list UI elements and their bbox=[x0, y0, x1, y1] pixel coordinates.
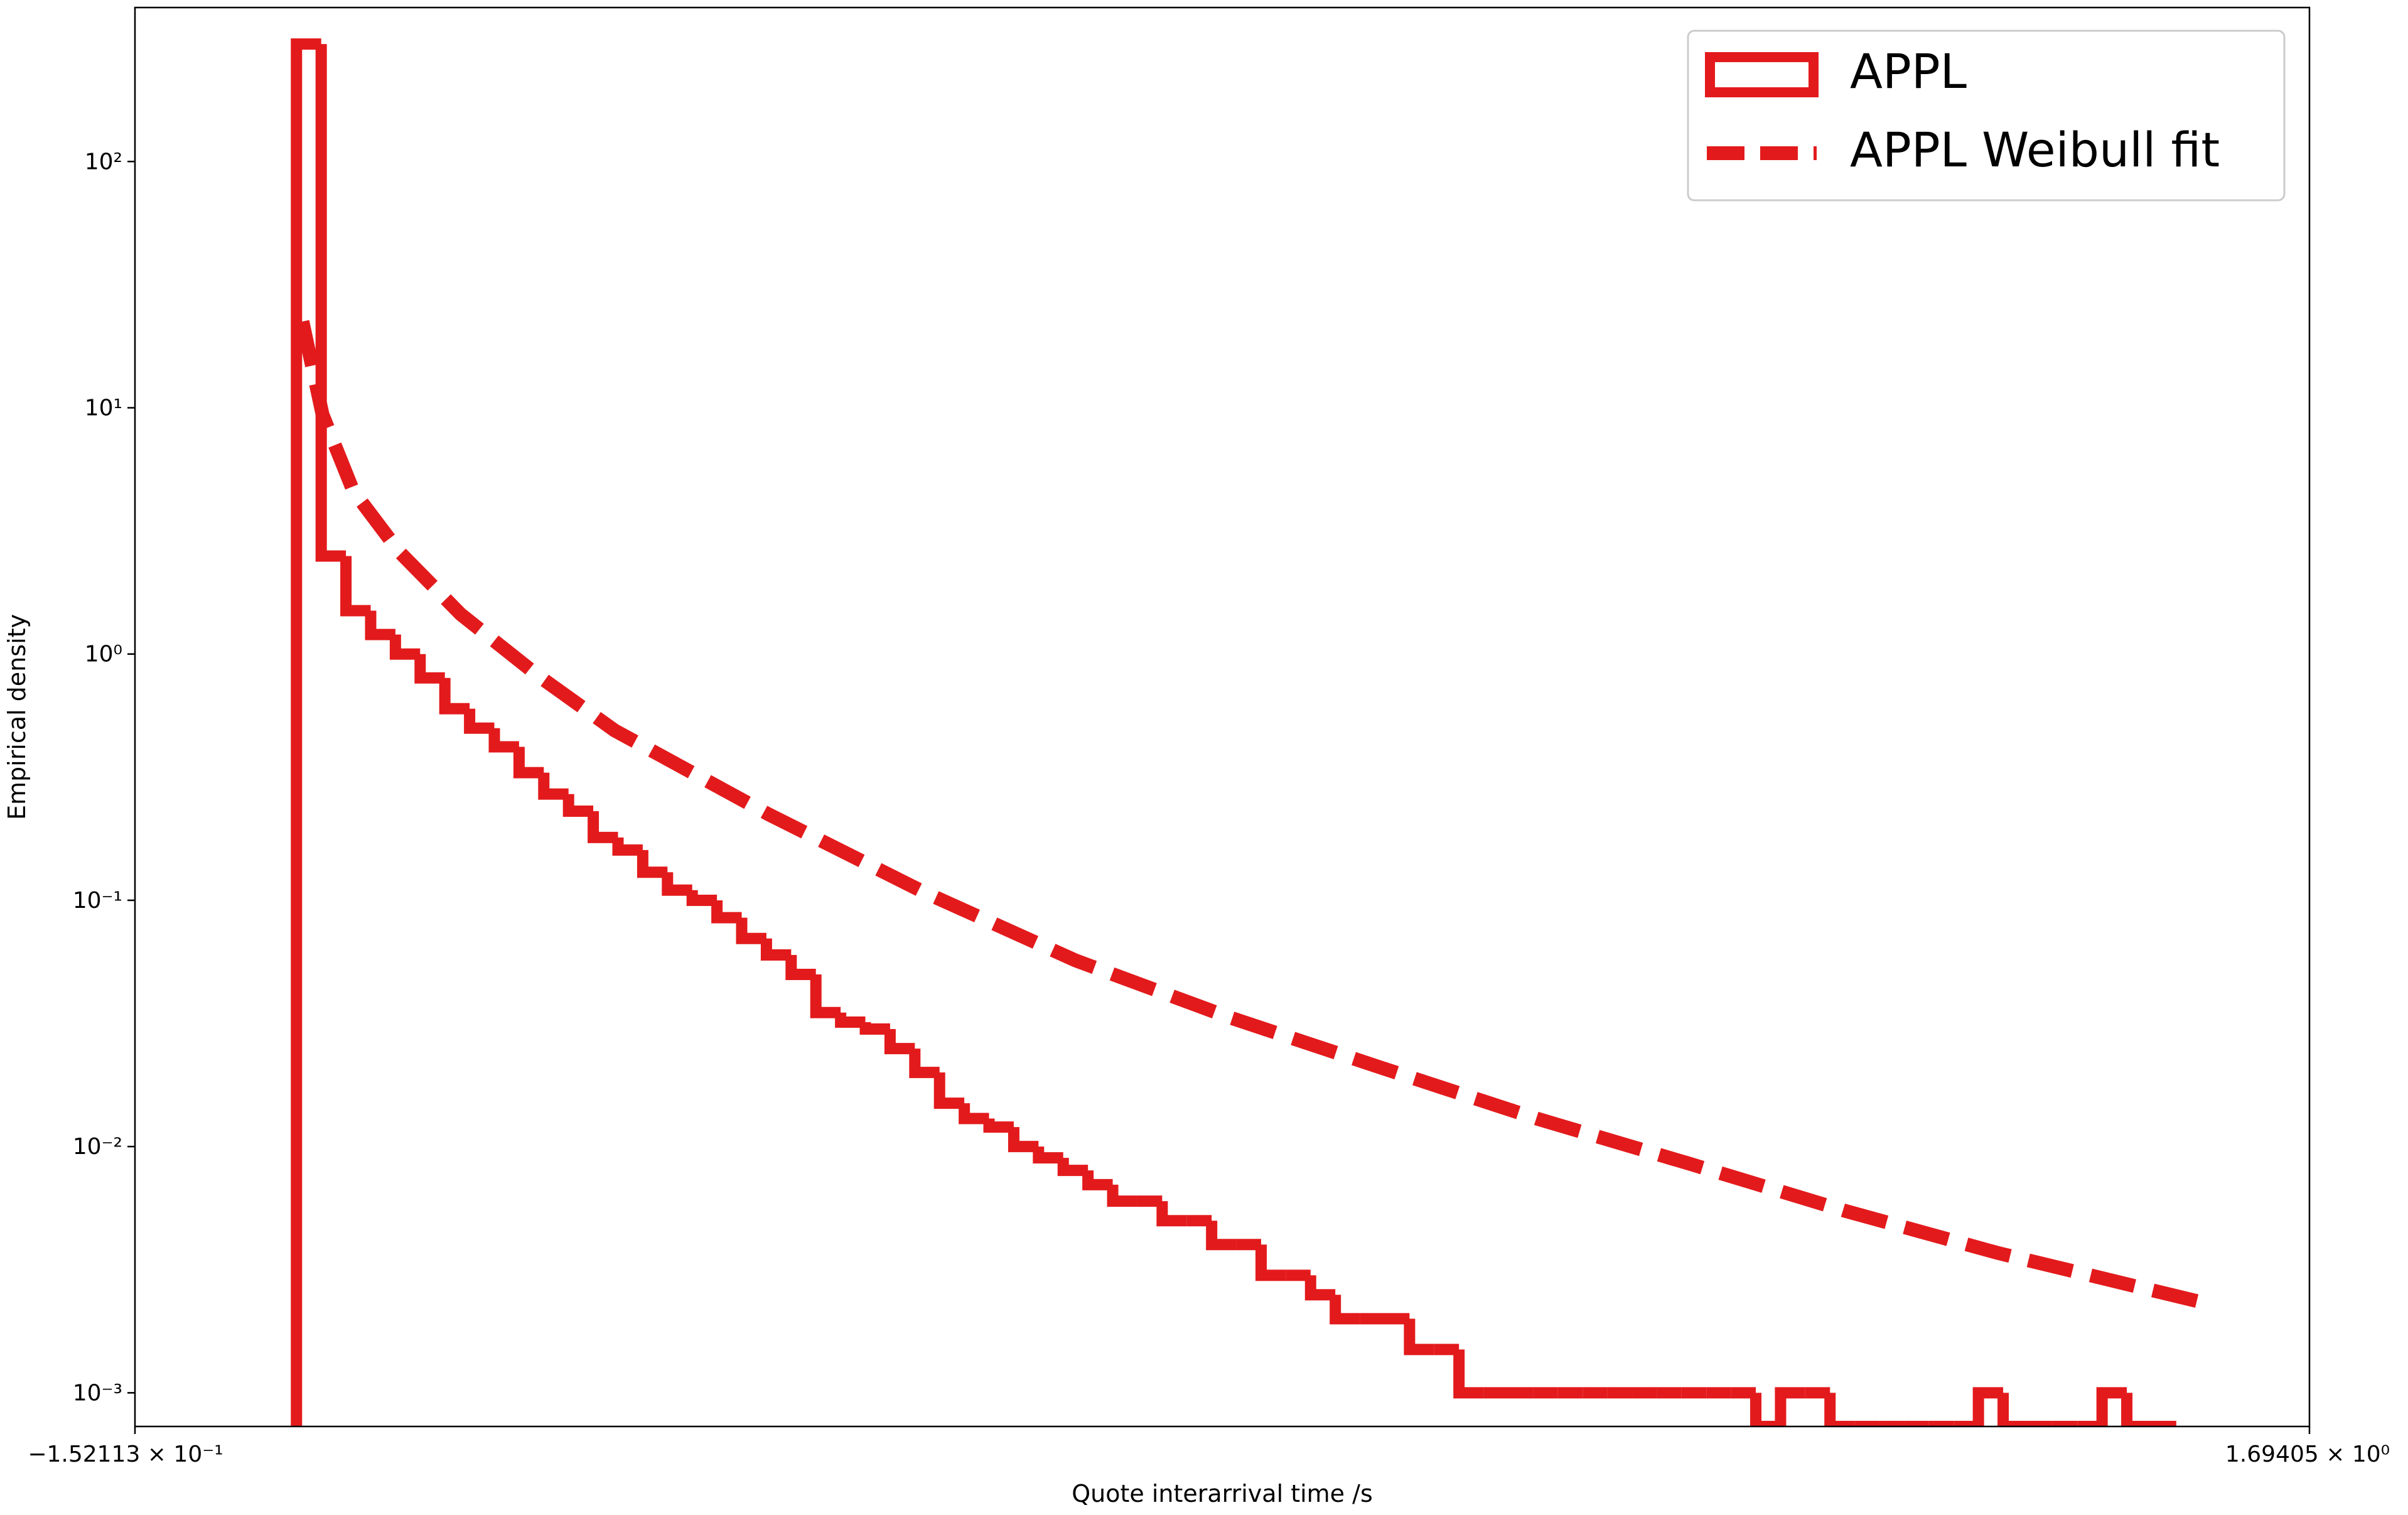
histogram-step bbox=[637, 849, 668, 878]
histogram-step bbox=[414, 654, 445, 684]
histogram-step bbox=[464, 708, 495, 734]
histogram-step bbox=[291, 38, 321, 1426]
histogram-step bbox=[1033, 1146, 1063, 1164]
x-axis-label: Quote interarrival time /s bbox=[1072, 1480, 1373, 1507]
histogram-step bbox=[711, 900, 742, 924]
histogram-step bbox=[2121, 1393, 2152, 1426]
y-tick-label: 10¹ bbox=[85, 395, 122, 421]
histogram-step bbox=[2096, 1387, 2127, 1426]
histogram-step bbox=[1404, 1318, 1434, 1356]
x-tick-label: 1.69405 × 10⁰ bbox=[2225, 1442, 2390, 1467]
histogram-step bbox=[835, 1012, 866, 1028]
histogram-step bbox=[983, 1118, 1014, 1133]
histogram-step bbox=[736, 917, 766, 944]
histogram-step bbox=[1972, 1387, 2004, 1426]
histogram-step bbox=[315, 44, 347, 562]
histogram-step bbox=[1330, 1295, 1360, 1325]
legend-label: APPL bbox=[1850, 43, 1967, 99]
plot-frame bbox=[134, 6, 2311, 1428]
y-tick-label: 10⁻³ bbox=[73, 1380, 122, 1406]
histogram-step bbox=[959, 1103, 989, 1124]
histogram-step bbox=[588, 811, 618, 843]
histogram-step bbox=[1107, 1184, 1137, 1207]
histogram-step bbox=[1453, 1349, 1484, 1399]
histogram-step bbox=[439, 677, 470, 714]
histogram-step bbox=[538, 772, 569, 800]
histogram-step bbox=[488, 728, 519, 753]
histogram-step bbox=[1206, 1221, 1237, 1251]
histogram-step bbox=[513, 747, 544, 779]
y-axis-label: Empirical density bbox=[3, 614, 31, 820]
histogram-step bbox=[1255, 1244, 1286, 1281]
histogram-step bbox=[340, 556, 371, 617]
histogram-step bbox=[1304, 1275, 1336, 1301]
histogram-step bbox=[1082, 1170, 1113, 1190]
histogram-step bbox=[365, 610, 395, 640]
fit-line bbox=[296, 320, 2210, 1311]
x-tick-label: −1.52113 × 10⁻¹ bbox=[28, 1442, 223, 1467]
plot-area bbox=[291, 38, 2210, 1426]
histogram-step bbox=[810, 974, 841, 1018]
histogram-step bbox=[884, 1029, 915, 1055]
y-tick-label: 10⁰ bbox=[85, 642, 122, 667]
histogram-step bbox=[760, 938, 792, 961]
histogram-step bbox=[933, 1072, 965, 1109]
y-tick-label: 10⁻² bbox=[73, 1134, 122, 1160]
legend-label: APPL Weibull fit bbox=[1850, 122, 2220, 178]
histogram-step bbox=[1775, 1387, 1805, 1426]
histogram-step bbox=[1750, 1393, 1781, 1426]
histogram-step bbox=[1057, 1158, 1088, 1177]
legend-swatch bbox=[1705, 52, 1819, 97]
y-tick-label: 10⁻¹ bbox=[73, 888, 122, 914]
histogram-step bbox=[785, 954, 816, 981]
legend-box bbox=[1687, 30, 2286, 202]
histogram-step bbox=[612, 837, 643, 856]
histogram-step bbox=[909, 1049, 940, 1079]
histogram-step bbox=[686, 890, 718, 906]
histogram-step bbox=[562, 794, 594, 817]
histogram-step bbox=[662, 872, 692, 896]
histogram-step bbox=[859, 1022, 890, 1035]
histogram-step bbox=[389, 634, 421, 660]
histogram-step bbox=[1824, 1393, 1855, 1426]
histogram-step bbox=[1997, 1393, 2028, 1426]
y-tick-label: 10² bbox=[85, 149, 122, 175]
histogram-step bbox=[1008, 1127, 1039, 1153]
histogram-step bbox=[1156, 1201, 1187, 1227]
